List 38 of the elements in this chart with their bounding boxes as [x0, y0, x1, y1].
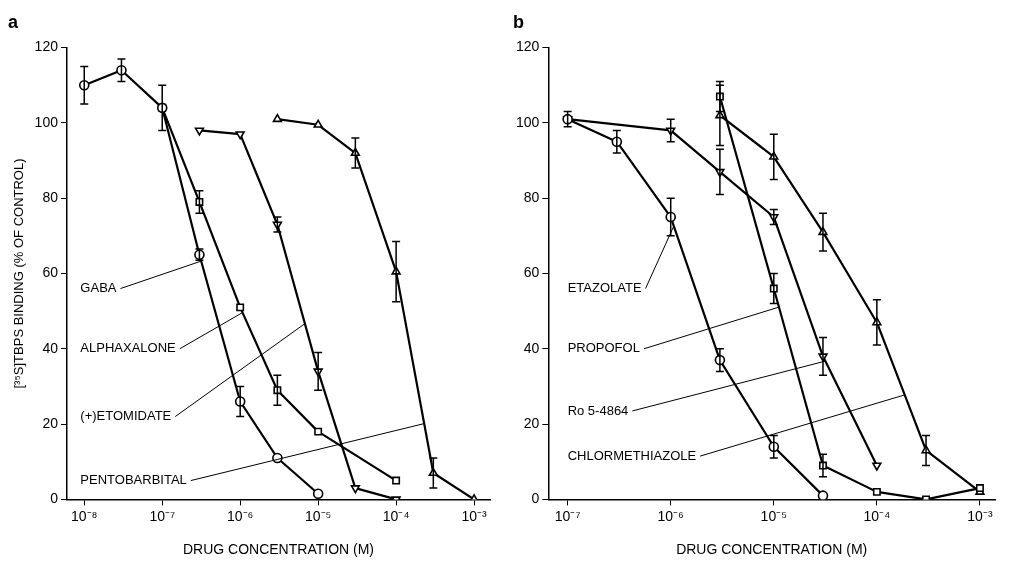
- text: PENTOBARBITAL: [80, 472, 187, 488]
- text: CHLORMETHIAZOLE: [567, 447, 697, 463]
- x-tick-label: 10⁻⁶: [657, 507, 684, 524]
- x-tick-label: 10⁻⁴: [863, 507, 891, 524]
- x-tick-label: 10⁻⁵: [304, 507, 332, 524]
- y-tick-label: 80: [42, 189, 59, 206]
- x-tick-label: 10⁻⁵: [760, 507, 787, 524]
- text: GABA: [80, 280, 117, 296]
- x-tick-label: 10⁻⁷: [149, 507, 176, 524]
- x-tick-label: 10⁻³: [967, 507, 993, 524]
- y-tick-label: 100: [34, 113, 59, 130]
- x-axis-title: DRUG CONCENTRATION (M): [676, 541, 868, 558]
- x-tick-label: 10⁻⁶: [227, 507, 254, 524]
- y-axis-title: [³⁵S]TBPS BINDING (% OF CONTROL): [11, 158, 27, 389]
- text: Ro 5-4864: [567, 402, 629, 418]
- y-tick-label: 0: [531, 490, 540, 507]
- y-tick-label: 80: [523, 189, 540, 206]
- y-tick-label: 120: [516, 38, 540, 55]
- chart-title: b: [513, 11, 524, 32]
- text: PROPOFOL: [567, 340, 640, 356]
- y-tick-label: 40: [42, 339, 59, 356]
- x-tick-label: 10⁻⁷: [554, 507, 581, 524]
- text: (+)ETOMIDATE: [80, 408, 172, 424]
- x-axis-title: DRUG CONCENTRATION (M): [182, 541, 375, 558]
- y-tick-label: 40: [523, 339, 540, 356]
- x-tick-label: 10⁻⁸: [71, 507, 98, 524]
- x-tick-label: 10⁻³: [461, 507, 488, 524]
- y-tick-label: 60: [523, 264, 540, 281]
- y-tick-label: 20: [523, 414, 540, 431]
- text: ETAZOLATE: [567, 280, 642, 296]
- y-tick-label: 60: [42, 264, 59, 281]
- y-tick-label: 0: [50, 490, 59, 507]
- y-tick-label: 20: [42, 414, 59, 431]
- text: ALPHAXALONE: [80, 340, 177, 356]
- chart-title: a: [8, 11, 19, 32]
- y-tick-label: 100: [516, 113, 540, 130]
- y-tick-label: 120: [34, 38, 59, 55]
- x-tick-label: 10⁻⁴: [382, 507, 410, 524]
